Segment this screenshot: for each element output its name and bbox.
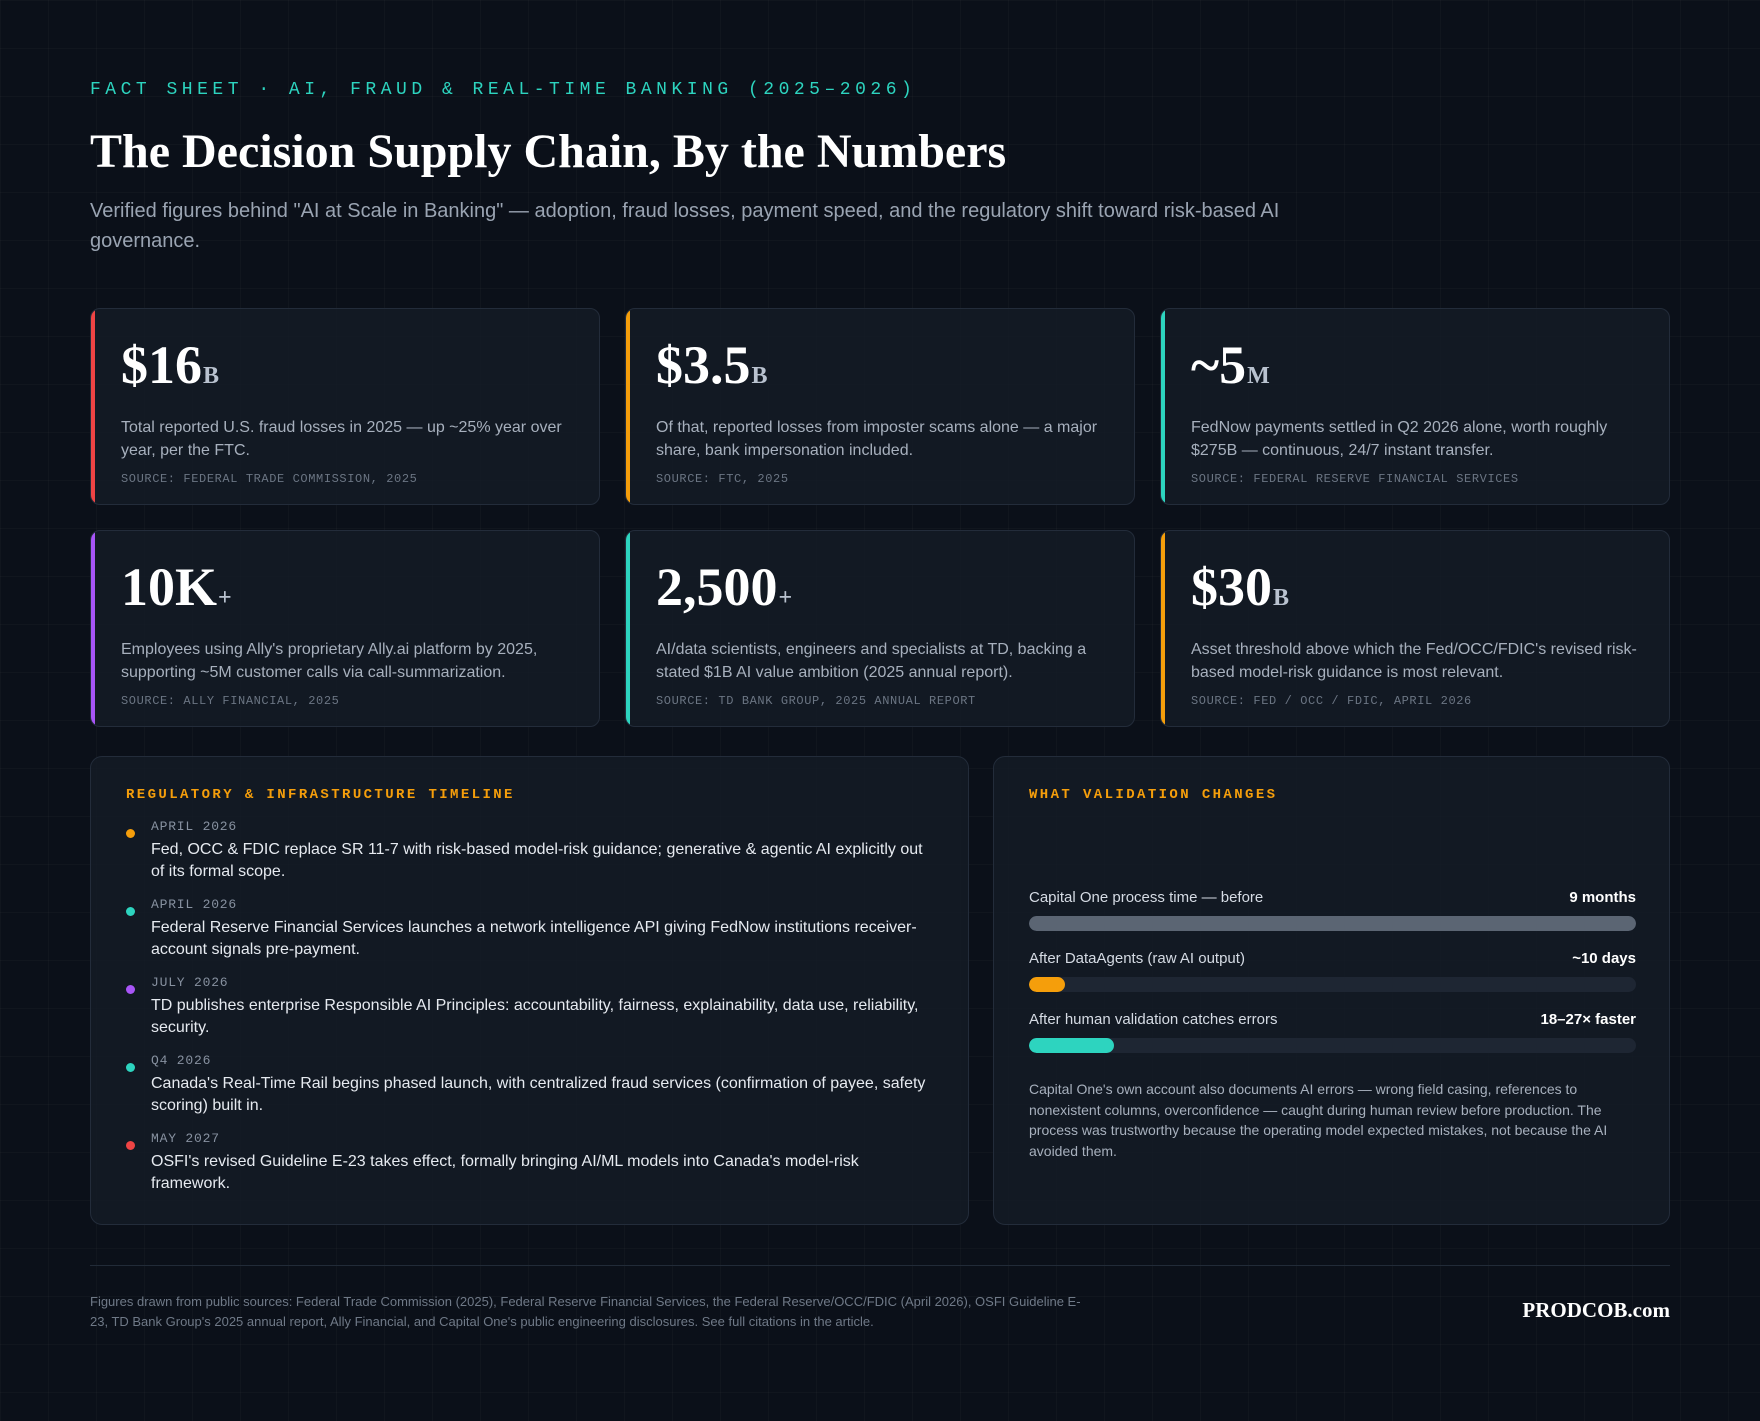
timeline-text: OSFI's revised Guideline E-23 takes effe…	[151, 1153, 859, 1192]
bar-label: After DataAgents (raw AI output)	[1029, 950, 1245, 967]
stat-accent-bar	[1161, 309, 1165, 504]
stat-source: SOURCE: FED / OCC / FDIC, APRIL 2026	[1191, 694, 1472, 708]
timeline-list: APRIL 2026 Fed, OCC & FDIC replace SR 11…	[126, 819, 926, 1209]
stat-value: $16B	[121, 335, 571, 406]
timeline-dot	[126, 907, 135, 916]
stat-accent-bar	[91, 309, 95, 504]
page-subtitle: Verified figures behind "AI at Scale in …	[90, 200, 1280, 252]
stat-source: SOURCE: TD BANK GROUP, 2025 ANNUAL REPOR…	[656, 694, 976, 708]
page-title: The Decision Supply Chain, By the Number…	[90, 125, 1007, 178]
timeline-dot	[126, 1063, 135, 1072]
stat-value: 2,500+	[656, 557, 1106, 628]
stat-number: $3.5	[656, 335, 751, 395]
timeline-text: TD publishes enterprise Responsible AI P…	[151, 997, 919, 1036]
timeline-item: MAY 2027 OSFI's revised Guideline E-23 t…	[126, 1131, 926, 1209]
timeline-text: Fed, OCC & FDIC replace SR 11-7 with ris…	[151, 841, 923, 880]
bar-value: ~10 days	[1572, 950, 1636, 967]
bar-track	[1029, 977, 1636, 992]
stat-value: $30B	[1191, 557, 1641, 628]
bar-header: After DataAgents (raw AI output) ~10 day…	[1029, 950, 1636, 968]
bar-track	[1029, 1038, 1636, 1053]
timeline-text: Federal Reserve Financial Services launc…	[151, 919, 917, 958]
bar-label: After human validation catches errors	[1029, 1011, 1278, 1028]
timeline-date: JULY 2026	[151, 975, 229, 990]
timeline-date: Q4 2026	[151, 1053, 212, 1068]
stat-number: ~5	[1191, 335, 1247, 395]
stat-description: Of that, reported losses from imposter s…	[656, 419, 1098, 459]
stat-value: ~5M	[1191, 335, 1641, 406]
footer-divider	[90, 1265, 1670, 1266]
stat-number: $30	[1191, 557, 1272, 617]
validation-note: Capital One's own account also documents…	[1029, 1081, 1608, 1159]
timeline-dot	[126, 1141, 135, 1150]
timeline-panel: REGULATORY & INFRASTRUCTURE TIMELINE APR…	[90, 756, 969, 1225]
bar-track	[1029, 916, 1636, 931]
stat-card-td-specialists: 2,500+ AI/data scientists, engineers and…	[625, 530, 1135, 727]
stat-number: $16	[121, 335, 202, 395]
stat-description: AI/data scientists, engineers and specia…	[656, 641, 1087, 681]
validation-panel: WHAT VALIDATION CHANGES Capital One proc…	[993, 756, 1670, 1225]
stat-card-imposter-scams: $3.5B Of that, reported losses from impo…	[625, 308, 1135, 505]
timeline-title: REGULATORY & INFRASTRUCTURE TIMELINE	[126, 787, 515, 803]
stat-source: SOURCE: FEDERAL TRADE COMMISSION, 2025	[121, 472, 418, 486]
stat-accent-bar	[91, 531, 95, 726]
stat-description: Total reported U.S. fraud losses in 2025…	[121, 419, 562, 459]
timeline-dot	[126, 829, 135, 838]
brand-logo[interactable]: PRODCOB.com	[1522, 1298, 1670, 1322]
bar-fill	[1029, 977, 1066, 992]
stat-unit: B	[203, 363, 220, 389]
timeline-item: APRIL 2026 Fed, OCC & FDIC replace SR 11…	[126, 819, 926, 897]
stat-number: 10K	[121, 557, 218, 617]
stat-accent-bar	[626, 309, 630, 504]
stat-value: $3.5B	[656, 335, 1106, 406]
bar-after-validation: After human validation catches errors 18…	[1029, 1011, 1636, 1053]
bar-label: Capital One process time — before	[1029, 889, 1264, 906]
bar-after-dataagents: After DataAgents (raw AI output) ~10 day…	[1029, 950, 1636, 992]
stat-number: 2,500	[656, 557, 778, 617]
stat-unit: M	[1247, 363, 1270, 389]
stat-accent-bar	[1161, 531, 1165, 726]
stat-description: Asset threshold above which the Fed/OCC/…	[1191, 641, 1637, 681]
stat-description: Employees using Ally's proprietary Ally.…	[121, 641, 538, 681]
timeline-item: Q4 2026 Canada's Real-Time Rail begins p…	[126, 1053, 926, 1131]
footer-sources: Figures drawn from public sources: Feder…	[90, 1294, 1081, 1329]
timeline-item: JULY 2026 TD publishes enterprise Respon…	[126, 975, 926, 1053]
bar-header: Capital One process time — before 9 mont…	[1029, 889, 1636, 907]
stat-unit: +	[218, 585, 232, 611]
bar-process-before: Capital One process time — before 9 mont…	[1029, 889, 1636, 931]
stat-card-fednow: ~5M FedNow payments settled in Q2 2026 a…	[1160, 308, 1670, 505]
validation-title: WHAT VALIDATION CHANGES	[1029, 787, 1278, 803]
eyebrow: FACT SHEET · AI, FRAUD & REAL-TIME BANKI…	[90, 80, 917, 100]
stat-source: SOURCE: FTC, 2025	[656, 472, 789, 486]
timeline-date: APRIL 2026	[151, 897, 238, 912]
stat-card-asset-threshold: $30B Asset threshold above which the Fed…	[1160, 530, 1670, 727]
timeline-date: APRIL 2026	[151, 819, 238, 834]
stat-card-fraud-losses: $16B Total reported U.S. fraud losses in…	[90, 308, 600, 505]
timeline-item: APRIL 2026 Federal Reserve Financial Ser…	[126, 897, 926, 975]
stat-description: FedNow payments settled in Q2 2026 alone…	[1191, 419, 1608, 459]
stat-unit: +	[778, 585, 793, 611]
stat-value: 10K+	[121, 557, 571, 628]
bar-value: 18–27× faster	[1540, 1011, 1637, 1028]
timeline-date: MAY 2027	[151, 1131, 220, 1146]
timeline-dot	[126, 985, 135, 994]
stat-unit: B	[751, 363, 768, 389]
stat-unit: B	[1273, 585, 1290, 611]
stat-card-ally-employees: 10K+ Employees using Ally's proprietary …	[90, 530, 600, 727]
bar-header: After human validation catches errors 18…	[1029, 1011, 1636, 1029]
stat-source: SOURCE: ALLY FINANCIAL, 2025	[121, 694, 340, 708]
bar-value: 9 months	[1569, 889, 1636, 906]
stat-grid: $16B Total reported U.S. fraud losses in…	[90, 308, 1670, 727]
stat-source: SOURCE: FEDERAL RESERVE FINANCIAL SERVIC…	[1191, 472, 1519, 486]
timeline-text: Canada's Real-Time Rail begins phased la…	[151, 1075, 926, 1114]
stat-accent-bar	[626, 531, 630, 726]
bar-fill	[1029, 916, 1636, 931]
bar-fill	[1029, 1038, 1114, 1053]
